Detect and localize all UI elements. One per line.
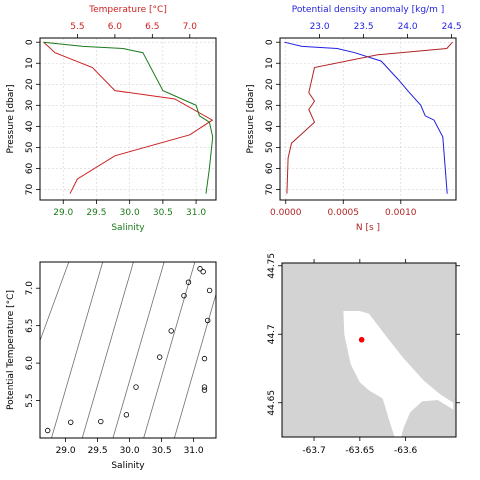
y-tick-label: 5.5 <box>25 393 35 407</box>
panel-density-profile: 0 10 20 30 40 50 60 70 Pressure [dbar] 23.0 23.5 24… <box>246 5 462 233</box>
y-tick-label: 60 <box>265 162 275 174</box>
bottom-tick-label: 0.0005 <box>328 208 360 218</box>
bottom-axis-label: N [s ] <box>356 223 380 233</box>
bottom-tick-label: 29.0 <box>53 208 73 218</box>
ts-point <box>68 419 74 425</box>
top-axis-label: Temperature [°C] <box>88 5 167 15</box>
y-tick-label: 20 <box>265 78 275 90</box>
y-axis-label: Pressure [dbar] <box>246 85 256 154</box>
y-tick-label: 40 <box>265 120 275 132</box>
y-tick-label: 6.5 <box>25 318 35 332</box>
y-axis-label: Pressure [dbar] <box>6 85 16 154</box>
isopycnal-line <box>40 262 70 341</box>
y-tick-label: 0 <box>25 39 35 45</box>
bottom-tick-label: 0.0000 <box>270 208 302 218</box>
lat-tick-label: 44.75 <box>267 253 277 279</box>
ts-point <box>201 384 208 390</box>
y-tick-label: 70 <box>25 183 35 195</box>
bottom-tick-label: 31.0 <box>186 208 206 218</box>
y-tick-label: 10 <box>265 57 275 69</box>
ts-point <box>181 293 187 299</box>
station-marker <box>358 336 365 343</box>
top-tick-label: 6.5 <box>145 22 159 32</box>
ts-point <box>168 328 174 334</box>
x-tick-label: 29.0 <box>56 446 76 456</box>
series-line-temperature <box>43 41 214 194</box>
lon-tick-label: -63.7 <box>302 446 325 456</box>
ts-point <box>204 317 211 324</box>
plot-frame <box>39 37 217 201</box>
y-tick-label: 0 <box>265 39 275 45</box>
lat-tick-label: 44.65 <box>267 390 277 416</box>
isopycnal-line <box>81 262 134 438</box>
top-tick-label: 7.0 <box>183 22 198 32</box>
top-tick-label: 24.0 <box>398 22 418 32</box>
series-line-density <box>284 41 448 194</box>
bottom-tick-label: 0.0010 <box>385 208 417 218</box>
panel-station-map: -63.7 -63.65 -63.6 44.65 44.7 44.75 <box>267 253 460 456</box>
ts-point <box>197 266 203 272</box>
bottom-tick-label: 30.5 <box>153 208 173 218</box>
bottom-axis-label: Salinity <box>111 223 145 233</box>
isopycnal-line <box>174 294 216 438</box>
series-line-salinity <box>43 41 214 194</box>
y-tick-label: 70 <box>265 183 275 195</box>
ts-point <box>133 384 139 390</box>
y-tick-label: 10 <box>25 57 35 69</box>
y-tick-label: 30 <box>265 99 275 111</box>
y-tick-label: 7.0 <box>25 281 35 296</box>
water-area <box>343 311 454 437</box>
lat-tick-label: 44.7 <box>267 324 277 344</box>
ts-point <box>44 427 51 434</box>
isopycnal-line <box>112 262 165 438</box>
y-tick-label: 60 <box>25 162 35 174</box>
isopycnal-line <box>143 262 196 438</box>
ts-point <box>98 418 104 425</box>
isopycnal-line <box>51 262 104 438</box>
plot-frame <box>39 261 217 439</box>
top-tick-label: 5.5 <box>70 22 84 32</box>
top-tick-label: 23.5 <box>354 22 374 32</box>
y-tick-label: 40 <box>25 120 35 132</box>
x-axis-label: Salinity <box>111 461 145 471</box>
ts-point <box>200 269 206 275</box>
ts-point <box>206 287 213 294</box>
top-tick-label: 24.5 <box>442 22 462 32</box>
x-tick-label: 29.5 <box>88 446 108 456</box>
y-tick-label: 20 <box>25 78 35 90</box>
map-frame <box>281 262 457 438</box>
isopycnal-group <box>40 262 216 438</box>
y-tick-label: 30 <box>25 99 35 111</box>
x-tick-label: 30.5 <box>152 446 172 456</box>
y-axis-label: Potential Temperature [°C] <box>6 290 16 410</box>
plot-frame <box>279 37 457 201</box>
panel-ts-diagram: 29.0 29.5 30.0 30.5 31.0 Salinity 5.5 6.0 6.5 7.0… <box>6 261 217 471</box>
y-tick-label: 50 <box>265 141 275 153</box>
panel-ts-profile: 0 10 20 30 40 50 60 70 Pressure [dbar] 5.5 6.0 6.5 7… <box>6 5 217 233</box>
top-tick-label: 6.0 <box>108 22 123 32</box>
bottom-tick-label: 30.0 <box>120 208 140 218</box>
ts-point <box>156 354 163 360</box>
ts-point <box>201 355 208 362</box>
x-tick-label: 31.0 <box>184 446 204 456</box>
lon-tick-label: -63.6 <box>394 446 418 456</box>
ts-point <box>123 412 130 418</box>
y-tick-label: 6.0 <box>25 356 35 371</box>
ts-point <box>201 387 208 393</box>
ts-point <box>185 279 192 285</box>
bottom-tick-label: 29.5 <box>86 208 106 218</box>
series-line-buoyancy <box>286 41 453 194</box>
y-tick-label: 50 <box>25 141 35 153</box>
top-tick-label: 23.0 <box>310 22 330 32</box>
lon-tick-label: -63.65 <box>345 446 374 456</box>
x-tick-label: 30.0 <box>120 446 140 456</box>
top-axis-label: Potential density anomaly [kg/m ] <box>292 5 444 15</box>
